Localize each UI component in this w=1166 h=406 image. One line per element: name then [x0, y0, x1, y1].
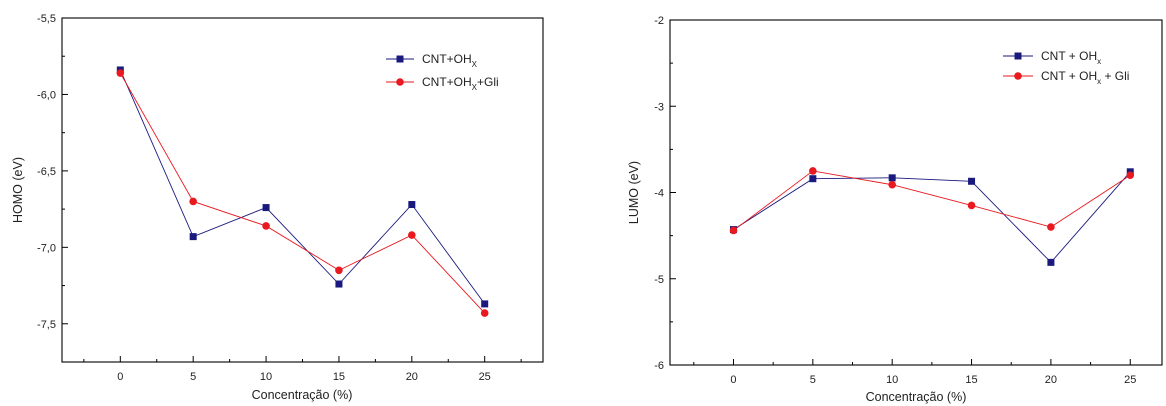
data-point: [408, 231, 416, 239]
x-tick-label: 15: [333, 371, 345, 383]
x-tick-label: 0: [117, 371, 123, 383]
data-point: [968, 177, 976, 185]
x-tick-label: 0: [730, 374, 736, 386]
y-tick-label: -5,5: [37, 13, 56, 25]
y-axis-title: LUMO (eV): [627, 161, 641, 224]
data-point: [1047, 258, 1055, 266]
series-1-line: [733, 171, 1131, 264]
data-point: [809, 167, 817, 175]
data-point: [262, 222, 270, 230]
data-point: [967, 201, 976, 210]
y-tick-label: -3: [654, 101, 664, 113]
y-tick-label: -7,5: [37, 319, 56, 331]
legend-marker: [396, 55, 404, 63]
y-axis-title: HOMO (eV): [11, 157, 25, 223]
x-tick-label: 15: [965, 374, 977, 386]
plot-frame: [61, 17, 544, 363]
series-2-line: [733, 170, 1131, 231]
x-axis-title: Concentração (%): [866, 390, 967, 404]
legend-label: CNT+OHX: [422, 52, 478, 69]
x-tick-label: 5: [810, 374, 816, 386]
legend-marker: [396, 78, 404, 86]
y-tick-label: -2: [654, 15, 664, 27]
data-point: [481, 300, 489, 308]
data-point: [729, 226, 738, 235]
x-tick-label: 5: [190, 371, 196, 383]
legend-marker: [1014, 72, 1022, 80]
data-point: [809, 175, 817, 183]
data-point: [888, 180, 896, 189]
legend-label: CNT + OHx + Gli: [1041, 69, 1129, 86]
data-point: [480, 309, 489, 317]
y-tick-label: -6: [654, 360, 664, 372]
data-point: [262, 204, 270, 212]
y-tick-label: -6,5: [37, 166, 56, 178]
x-tick-label: 10: [260, 371, 272, 383]
x-tick-label: 20: [406, 371, 418, 383]
legend-marker: [1014, 52, 1022, 60]
data-point: [335, 266, 343, 275]
data-point: [335, 280, 343, 288]
x-tick-label: 25: [1124, 374, 1136, 386]
legend-label: CNT + OHx: [1041, 49, 1101, 66]
x-tick-label: 20: [1045, 374, 1057, 386]
x-axis-title: Concentração (%): [252, 388, 353, 402]
series-2-line: [119, 72, 486, 314]
x-tick-label: 10: [886, 374, 898, 386]
data-point: [1047, 223, 1055, 231]
y-tick-label: -4: [654, 188, 664, 200]
chart-1: -5,5 -6,0 -6,5 -7,0 -7,5 0 5 10 15 20 25 Concentraç…: [11, 13, 544, 402]
series-1-line: [119, 69, 486, 305]
data-point: [189, 233, 197, 241]
data-point: [116, 69, 125, 77]
data-point: [1126, 171, 1135, 180]
chart-2: -2 -3 -4 -5 -6 0 5 10 15 20 25 Concentração (%) LUMO…: [627, 15, 1163, 404]
x-tick-label: 25: [479, 371, 491, 383]
y-tick-label: -7,0: [37, 242, 56, 254]
legend-label: CNT+OHX+Gli: [422, 75, 499, 92]
data-point: [189, 197, 197, 206]
y-tick-label: -5: [654, 274, 664, 286]
data-point: [888, 174, 896, 182]
data-point: [408, 201, 416, 209]
y-tick-label: -6,0: [37, 89, 56, 101]
